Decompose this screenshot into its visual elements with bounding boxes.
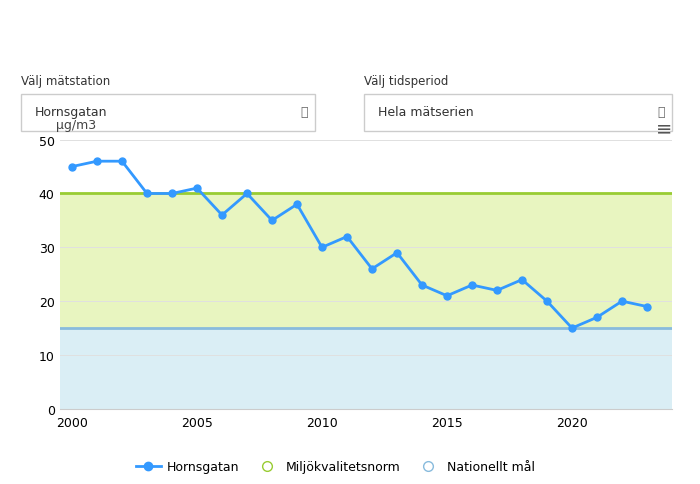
FancyBboxPatch shape (364, 95, 672, 132)
Text: ⌵: ⌵ (301, 106, 308, 119)
Bar (60, 328, 672, 409)
Text: Halterna av PM10 i luft, årsmedelvärden.: Halterna av PM10 i luft, årsmedelvärden. (13, 22, 430, 42)
Text: Välj mätstation: Välj mätstation (21, 75, 111, 88)
Legend: Hornsgatan, Miljökvalitetsnorm, Nationellt mål: Hornsgatan, Miljökvalitetsnorm, Nationel… (131, 455, 540, 478)
Text: Välj tidsperiod: Välj tidsperiod (364, 75, 449, 88)
Bar (60, 194, 672, 328)
FancyBboxPatch shape (21, 95, 315, 132)
Text: Hornsgatan: Hornsgatan (35, 106, 108, 119)
Text: Hela mätserien: Hela mätserien (378, 106, 474, 119)
Text: µg/m3: µg/m3 (57, 119, 97, 132)
Text: ⌵: ⌵ (658, 106, 665, 119)
Text: ≡: ≡ (656, 119, 672, 138)
